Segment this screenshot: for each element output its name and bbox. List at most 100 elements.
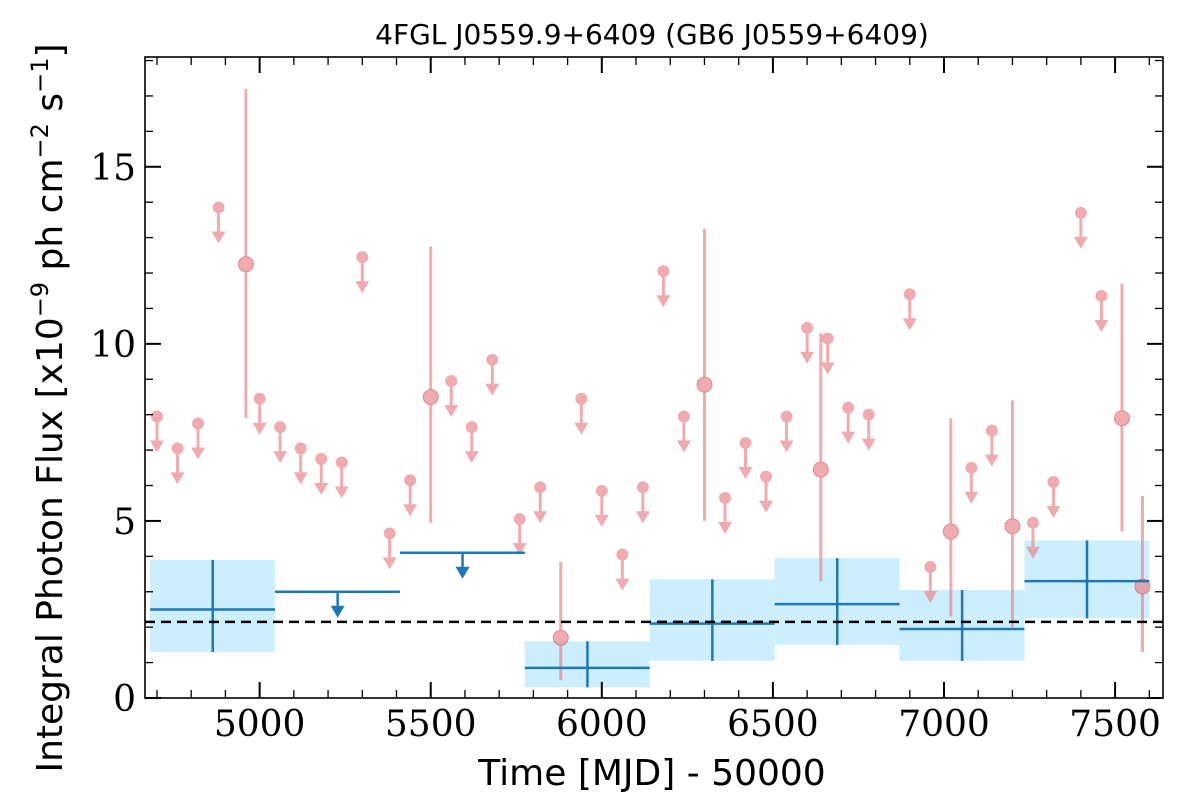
fine-detection-point: [552, 629, 569, 646]
fine-upper-limit-point: [404, 474, 417, 487]
fine-upper-limit: [252, 392, 267, 435]
fine-upper-limit: [841, 401, 856, 444]
fine-upper-limit: [594, 484, 609, 527]
fine-upper-limit: [382, 527, 397, 570]
coarse-bin-series: [150, 540, 1150, 688]
fine-upper-limit: [635, 481, 650, 524]
fine-upper-limit: [512, 513, 527, 556]
fine-upper-limit-arrowhead: [403, 504, 418, 517]
fine-upper-limit-point: [821, 332, 834, 345]
fine-detection-point: [422, 388, 439, 405]
fine-upper-limit-point: [842, 401, 855, 414]
fine-upper-limit-point: [212, 201, 225, 214]
fine-upper-limit: [1073, 206, 1088, 249]
fine-upper-limit: [149, 410, 164, 453]
coarse-detection: [774, 558, 900, 645]
fine-upper-limit: [820, 332, 835, 375]
fine-upper-limit: [718, 491, 733, 534]
fine-upper-limit-arrowhead: [533, 511, 548, 524]
fine-upper-limit: [403, 474, 418, 517]
fine-detection-point: [237, 256, 254, 273]
fine-upper-limit: [615, 548, 630, 591]
fine-upper-limit-arrowhead: [964, 491, 979, 504]
fine-upper-limit-arrowhead: [923, 590, 938, 603]
coarse-upper-limit: [399, 551, 525, 579]
fine-upper-limit-arrowhead: [615, 578, 630, 591]
fine-upper-limit: [984, 424, 999, 467]
fine-upper-limit: [444, 375, 459, 418]
fine-detection-point: [696, 376, 713, 393]
x-tick-label: 6000: [556, 704, 648, 745]
fine-upper-limit-arrowhead: [861, 438, 876, 451]
fine-upper-limit-point: [486, 353, 499, 366]
fine-upper-limit-arrowhead: [759, 500, 774, 513]
fine-upper-limit: [170, 442, 185, 485]
fine-upper-limit: [779, 410, 794, 453]
fine-upper-limit-point: [445, 375, 458, 388]
fine-bin-series: [149, 88, 1151, 681]
plot-frame: [144, 56, 1164, 699]
fine-upper-limit: [902, 288, 917, 331]
fine-upper-limit-point: [903, 288, 916, 301]
x-tick-label: 6500: [727, 704, 819, 745]
x-tick-label: 7000: [898, 704, 990, 745]
fine-upper-limit: [273, 421, 288, 464]
fine-upper-limit-arrowhead: [252, 422, 267, 435]
fine-upper-limit: [314, 452, 329, 495]
fine-detection: [237, 88, 254, 419]
fine-upper-limit-point: [315, 452, 328, 465]
y-axis-label-main: Integral Photon Flux [x10: [30, 317, 71, 772]
coarse-detection: [899, 589, 1025, 661]
fine-upper-limit-point: [1026, 516, 1039, 529]
fine-upper-limit-arrowhead: [191, 447, 206, 460]
y-axis-label: Integral Photon Flux [x10−9 ph cm−2 s−1]: [26, 43, 71, 772]
y-axis-label-exp1: −9: [26, 282, 54, 317]
y-tick-label: 15: [90, 148, 136, 189]
fine-upper-limit-arrowhead: [676, 440, 691, 453]
fine-detection: [812, 333, 829, 582]
fine-upper-limit-arrowhead: [779, 440, 794, 453]
coarse-bin-error-bands: [150, 540, 1150, 688]
fine-upper-limit-point: [677, 410, 690, 423]
fine-upper-limit: [293, 442, 308, 485]
fine-upper-limit: [334, 456, 349, 499]
fine-upper-limit-point: [760, 470, 773, 483]
x-tick-label: 5500: [385, 704, 477, 745]
fine-upper-limit-point: [595, 484, 608, 497]
fine-upper-limit-point: [1095, 290, 1108, 303]
fine-detection-point: [942, 523, 959, 540]
y-axis-label-exp2: −2: [26, 123, 54, 158]
fine-upper-limit: [759, 470, 774, 513]
fine-upper-limit-arrowhead: [355, 281, 370, 294]
fine-upper-limit: [923, 560, 938, 603]
coarse-upper-limit-arrowhead: [455, 566, 470, 579]
fine-detection: [422, 246, 439, 523]
fine-detection: [1134, 496, 1151, 652]
fine-upper-limit: [656, 265, 671, 308]
fine-upper-limit-point: [780, 410, 793, 423]
fine-detection-point: [1113, 410, 1130, 427]
fine-upper-limit-point: [534, 481, 547, 494]
fine-upper-limit-point: [274, 421, 287, 434]
fine-upper-limit: [485, 353, 500, 396]
fine-upper-limit-point: [965, 461, 978, 474]
y-tick-label: 0: [113, 679, 136, 720]
y-axis-label-mid: ph cm: [30, 158, 71, 281]
fine-upper-limit-arrowhead: [1025, 546, 1040, 559]
fine-upper-limit-arrowhead: [574, 422, 589, 435]
fine-upper-limit-point: [985, 424, 998, 437]
x-axis-label: Time [MJD] - 50000: [477, 753, 825, 794]
fine-upper-limit-point: [335, 456, 348, 469]
coarse-upper-limit: [275, 590, 400, 618]
fine-upper-limit: [800, 321, 815, 364]
fine-upper-limit: [1094, 290, 1109, 333]
fine-upper-limit-arrowhead: [1073, 236, 1088, 249]
fine-upper-limit-point: [739, 437, 752, 450]
fine-upper-limit-arrowhead: [211, 231, 226, 244]
fine-upper-limit-arrowhead: [512, 543, 527, 556]
fine-upper-limit: [355, 251, 370, 294]
fine-upper-limit-point: [801, 321, 814, 334]
fine-upper-limit: [861, 408, 876, 451]
fine-upper-limit-point: [171, 442, 184, 455]
fine-upper-limit-arrowhead: [738, 467, 753, 480]
